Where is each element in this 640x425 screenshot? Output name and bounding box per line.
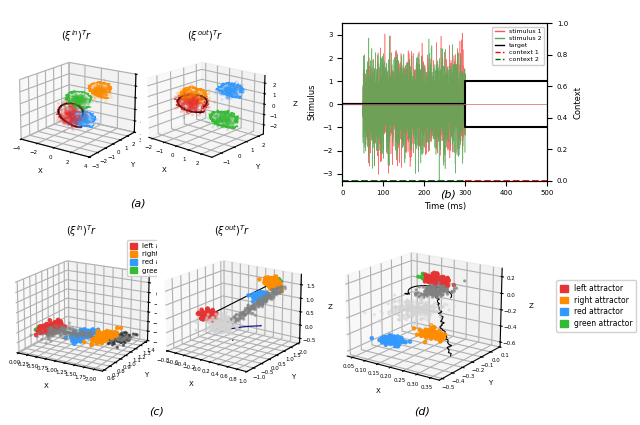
X-axis label: X: X [44, 382, 49, 388]
X-axis label: Time (ms): Time (ms) [424, 202, 466, 211]
Title: $(\xi^{in})^T r$: $(\xi^{in})^T r$ [66, 224, 97, 239]
Y-axis label: Y: Y [130, 162, 134, 168]
Y-axis label: Y: Y [291, 374, 296, 380]
Y-axis label: Stimulus: Stimulus [308, 84, 317, 120]
Y-axis label: Context: Context [573, 85, 583, 119]
Text: (a): (a) [130, 198, 145, 208]
Text: (d): (d) [415, 406, 430, 416]
Title: $(\xi^{out})^T r$: $(\xi^{out})^T r$ [214, 224, 250, 239]
Legend: stimulus 1, stimulus 2, target, context 1, context 2: stimulus 1, stimulus 2, target, context … [492, 26, 544, 65]
Legend: left attractor, right attractor, red attractor, green attractor: left attractor, right attractor, red att… [127, 240, 198, 277]
Y-axis label: Y: Y [144, 372, 148, 378]
Title: $(\xi^{out})^T r$: $(\xi^{out})^T r$ [187, 28, 223, 44]
Y-axis label: Y: Y [255, 164, 259, 170]
Text: (c): (c) [149, 406, 164, 416]
Title: $(\xi^{in})^T r$: $(\xi^{in})^T r$ [61, 28, 93, 44]
Y-axis label: Y: Y [488, 380, 492, 386]
X-axis label: X: X [376, 388, 380, 394]
Legend: left attractor, right attractor, red attractor, green attractor: left attractor, right attractor, red att… [556, 280, 636, 332]
Legend: left attractor, right attractor, red attractor, green attractor: left attractor, right attractor, red att… [150, 45, 221, 83]
Text: (b): (b) [440, 190, 456, 200]
X-axis label: X: X [189, 381, 194, 387]
X-axis label: X: X [38, 168, 43, 174]
X-axis label: X: X [161, 167, 166, 173]
